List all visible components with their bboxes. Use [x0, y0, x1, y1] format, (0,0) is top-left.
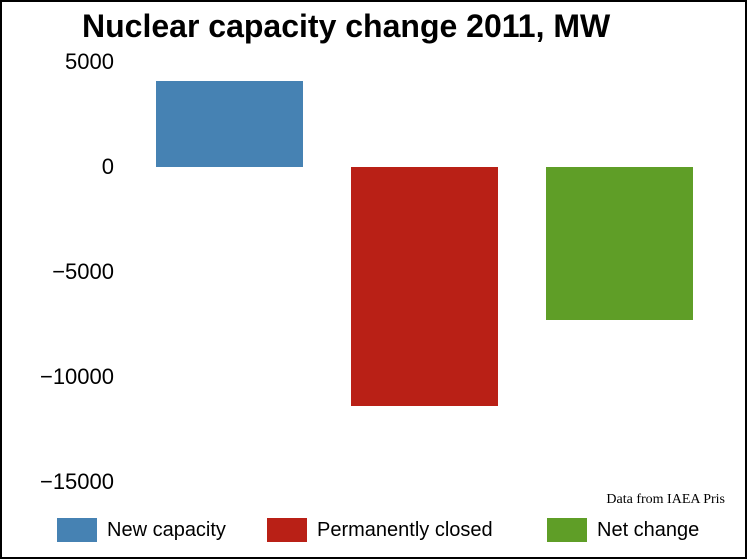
legend-item-permanently_closed: Permanently closed: [267, 518, 493, 542]
chart-caption: Data from IAEA Pris: [606, 492, 725, 508]
y-tick-label: −10000: [2, 364, 114, 390]
chart-title: Nuclear capacity change 2011, MW: [82, 8, 610, 45]
legend-swatch: [267, 518, 307, 542]
y-tick-label: −15000: [2, 469, 114, 495]
legend-swatch: [547, 518, 587, 542]
legend-label: Net change: [597, 519, 699, 542]
legend-item-new_capacity: New capacity: [57, 518, 226, 542]
y-tick-label: 5000: [2, 49, 114, 75]
bar-net_change: [546, 167, 692, 320]
y-tick-label: −5000: [2, 259, 114, 285]
y-tick-label: 0: [2, 154, 114, 180]
bar-permanently_closed: [351, 167, 497, 406]
legend-swatch: [57, 518, 97, 542]
legend-item-net_change: Net change: [547, 518, 699, 542]
legend-label: New capacity: [107, 519, 226, 542]
legend-label: Permanently closed: [317, 519, 493, 542]
chart-frame: Nuclear capacity change 2011, MW Data fr…: [0, 0, 747, 559]
bar-new_capacity: [156, 81, 302, 167]
